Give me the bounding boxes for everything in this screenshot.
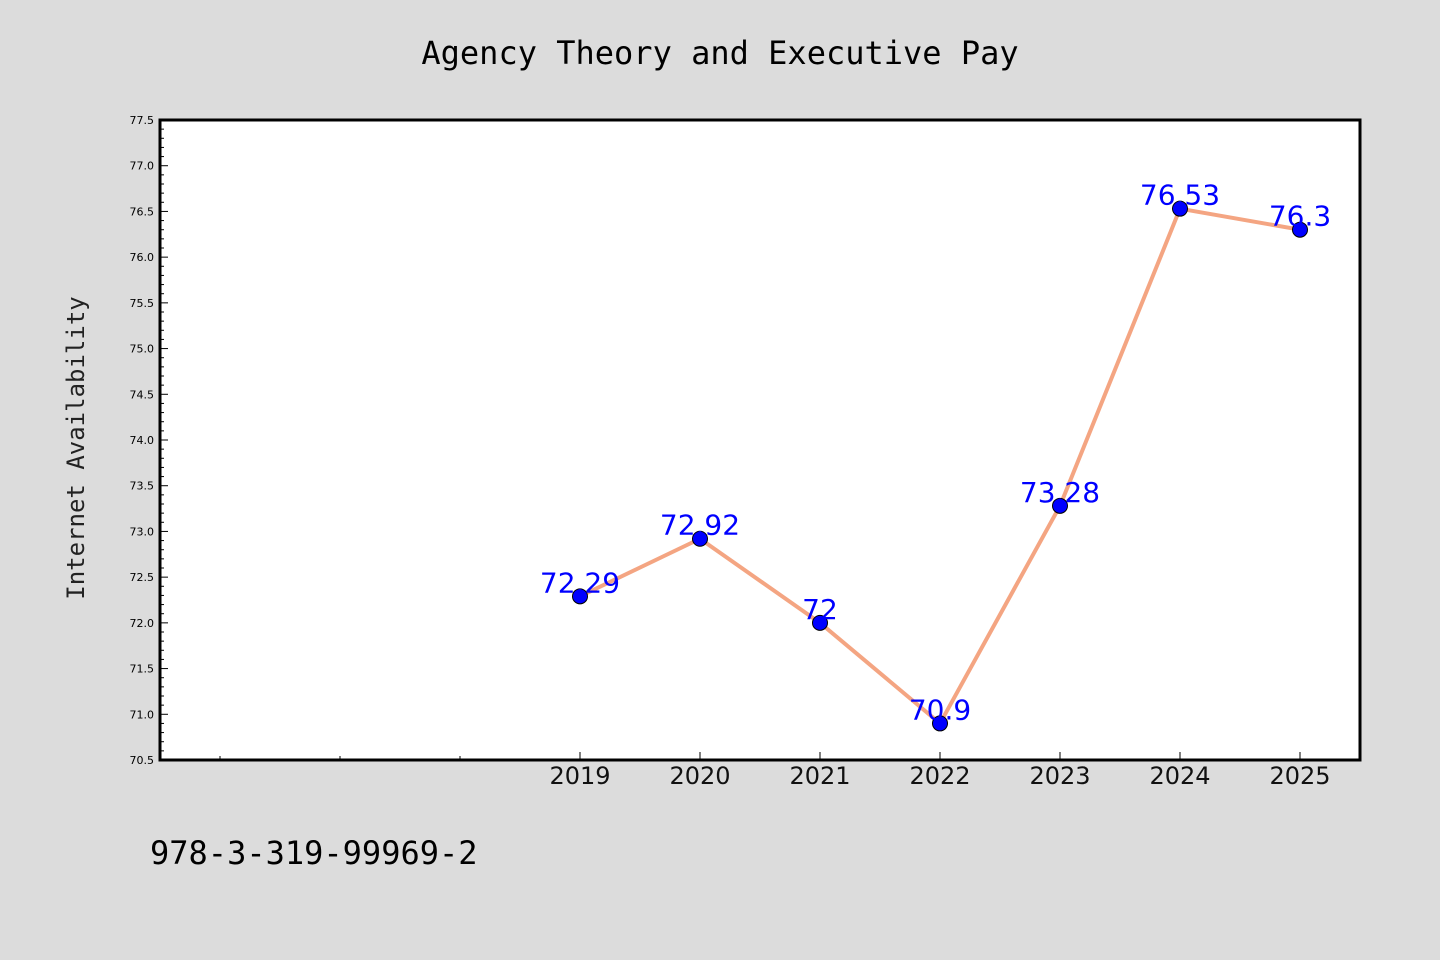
plot-area [160, 120, 1360, 760]
y-tick-label: 76.5 [130, 205, 155, 218]
x-tick-label: 2021 [789, 762, 850, 790]
y-axis-label: Internet Availability [62, 296, 90, 599]
data-label: 72.92 [660, 509, 740, 542]
plot-frame [158, 118, 1362, 762]
data-label: 72.29 [540, 566, 620, 599]
y-axis: 70.5 71.0 71.5 72.0 72.5 73.0 73.5 74.0 74.5 75.0… [130, 114, 168, 767]
data-label: 76.53 [1140, 179, 1220, 212]
data-label: 76.3 [1269, 200, 1331, 233]
y-tick-label: 72.5 [130, 571, 155, 584]
data-point-marker [1052, 497, 1068, 514]
data-point-marker [1292, 221, 1308, 238]
data-label: 73.28 [1020, 476, 1100, 509]
y-tick-label: 74.0 [130, 434, 155, 447]
x-tick-label: 2023 [1029, 762, 1090, 790]
data-label: 70.9 [909, 693, 971, 726]
data-point-marker [572, 588, 588, 605]
series-layer: 72.29 72.92 72 70.9 73.28 76.53 76.3 [540, 179, 1331, 732]
chart-title: Agency Theory and Executive Pay [421, 34, 1018, 72]
x-tick-label: 2024 [1149, 762, 1210, 790]
y-tick-label: 73.5 [130, 480, 155, 493]
y-tick-label: 77.5 [130, 114, 155, 127]
y-tick-label: 71.5 [130, 663, 155, 676]
x-axis: 2019 2020 2021 2022 2023 2024 2025 [219, 752, 1331, 790]
y-tick-label: 73.0 [130, 525, 155, 538]
x-tick-label: 2025 [1269, 762, 1330, 790]
data-point-marker [932, 715, 948, 732]
y-tick-label: 74.5 [130, 388, 155, 401]
y-tick-label: 70.5 [130, 754, 155, 767]
y-tick-label: 75.5 [130, 297, 155, 310]
y-tick-label: 75.0 [130, 343, 155, 356]
y-tick-label: 72.0 [130, 617, 155, 630]
x-tick-label: 2022 [909, 762, 970, 790]
y-tick-label: 77.0 [130, 160, 155, 173]
x-tick-label: 2019 [549, 762, 610, 790]
y-tick-label: 76.0 [130, 251, 155, 264]
data-point-marker [812, 614, 828, 631]
isbn-text: 978-3-319-99969-2 [150, 834, 478, 872]
data-label: 72 [802, 593, 838, 626]
x-tick-label: 2020 [669, 762, 730, 790]
data-point-marker [692, 530, 708, 547]
y-tick-label: 71.0 [130, 708, 155, 721]
data-point-marker [1172, 200, 1188, 217]
